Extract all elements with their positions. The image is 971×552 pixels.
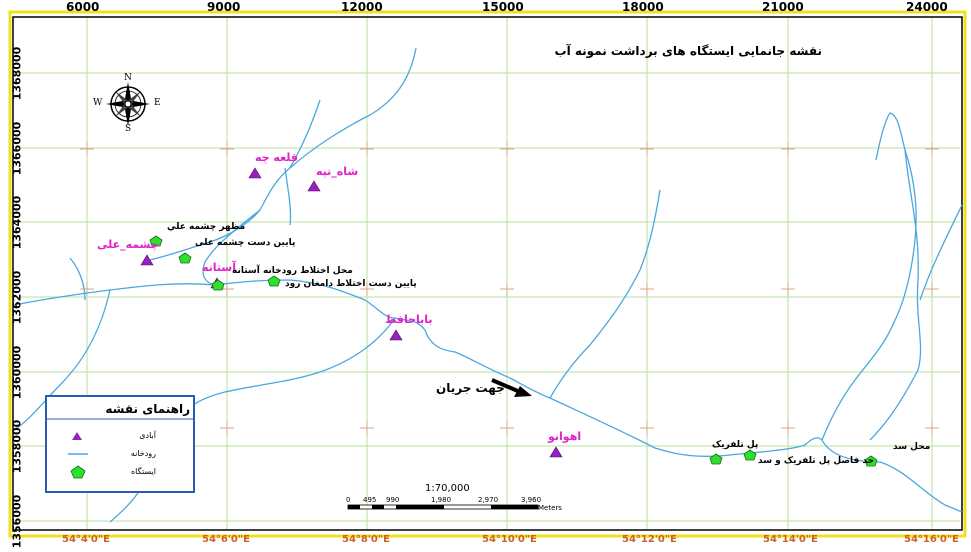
station-markers [149,235,878,467]
scale-tick: 0 [346,496,351,504]
top-axis-label: 6000 [66,0,100,14]
legend-item-station: ایستگاه [130,467,156,476]
station-marker-4 [267,275,281,287]
bottom-axis-label: 54°16'0"E [904,534,959,545]
station-marker-1 [149,235,163,247]
scale-unit: Meters [538,504,562,512]
station-label: پایین دست چشمه علی [195,238,296,248]
top-axis-label: 15000 [482,0,524,14]
town-label: باباحافظ [385,313,433,326]
flow-direction-label: جهت جریان [436,381,505,395]
bottom-axis-label: 54°14'0"E [763,534,818,545]
station-marker-7 [864,455,878,467]
legend-station-icon [70,465,86,479]
scale-tick: 3,960 [521,496,542,504]
legend-item-river: رودخانه [130,449,156,458]
left-axis-label: 1360000 [10,345,24,400]
compass-w: W [93,98,103,108]
bottom-axis-label: 54°4'0"E [62,534,110,545]
station-marker-3 [211,279,225,291]
compass-rose-icon [106,82,150,126]
top-axis-label: 9000 [207,0,241,14]
left-axis-label: 1366000 [10,121,24,176]
scale-tick: 1,980 [431,496,452,504]
town-marker-shah-tappeh [307,180,321,192]
top-axis: 6000 9000 12000 15000 18000 21000 24000 [0,0,971,16]
legend-town-icon [72,432,82,440]
compass-e: E [154,98,161,108]
town-label: قلعه چه [255,151,299,164]
scale-tick: 990 [386,496,400,504]
top-axis-label: 21000 [762,0,804,14]
scale-tick: 495 [363,496,377,504]
town-label: آستانه [202,261,237,274]
station-marker-2 [178,252,192,264]
bottom-axis-label: 54°8'0"E [342,534,390,545]
compass-n: N [124,73,132,83]
station-label: پل تلفریک [712,440,759,450]
top-axis-label: 12000 [341,0,383,14]
town-marker-baba-hafez [389,329,403,341]
bottom-axis-label: 54°12'0"E [622,534,677,545]
town-label: چشمه_علی [97,238,159,251]
bottom-axis: 54°4'0"E 54°6'0"E 54°8'0"E 54°10'0"E 54°… [0,533,971,548]
title: نقشه جانمایی ایستگاه های برداشت نمونه آب [554,44,822,58]
station-label: حد فاصل پل تلفریک و سد [758,456,875,466]
scale-tick: 2,970 [478,496,499,504]
left-axis-label: 1362000 [10,270,24,325]
scale-ratio: 1:70,000 [425,483,470,494]
left-axis-label: 1368000 [10,46,24,101]
town-marker-cheshmeh-ali [140,254,154,266]
station-label: پایین دست اختلاط دامغان رود [285,279,417,289]
station-marker-5 [709,453,723,465]
compass-s: S [125,124,132,134]
legend-item-town: آبادی [139,431,156,440]
station-label: مظهر چشمه علي [167,222,246,232]
town-label: شاه_تپه [316,165,359,178]
scale-bar [347,504,539,510]
top-axis-label: 24000 [906,0,948,14]
top-axis-label: 18000 [622,0,664,14]
flow-arrow [491,378,532,397]
station-marker-6 [743,449,757,461]
legend-box [45,395,195,493]
map-neatline [12,16,963,531]
town-label: اهوانو [548,430,582,443]
station-label: محل اختلاط رودخانه آستانه [232,266,353,276]
bottom-axis-label: 54°6'0"E [202,534,250,545]
left-axis-label: 1364000 [10,195,24,250]
left-axis-label: 1358000 [10,419,24,474]
town-marker-qaleh-che [248,167,262,179]
town-marker-ahvanu [549,446,563,458]
station-label: محل سد [893,442,931,452]
legend-title: راهنمای نقشه [105,402,190,416]
bottom-axis-label: 54°10'0"E [482,534,537,545]
